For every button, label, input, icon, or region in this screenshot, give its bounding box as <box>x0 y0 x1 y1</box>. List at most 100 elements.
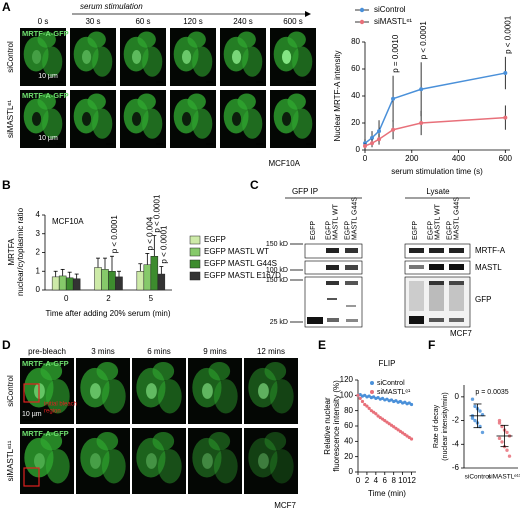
cell <box>37 93 56 110</box>
cell <box>152 431 175 451</box>
band-label: MASTL <box>475 263 502 272</box>
time-label: 60 s <box>135 17 150 26</box>
x-tick-label: siMASTLᵉ¹¹ <box>488 474 520 481</box>
x-tick-label: 2 <box>365 476 370 485</box>
point <box>419 87 424 92</box>
point <box>391 96 396 101</box>
time-label: 600 s <box>283 17 303 26</box>
point <box>407 435 411 440</box>
bar <box>150 256 159 291</box>
panel-label: D <box>2 338 11 352</box>
y-tick-label: -4 <box>452 439 460 448</box>
blot-header: Lysate <box>426 187 450 196</box>
nucleus <box>181 50 192 64</box>
nucleus <box>281 112 292 126</box>
cell <box>92 108 113 139</box>
panel-label: B <box>2 178 11 192</box>
y-axis-label: Rate of decay <box>433 404 440 448</box>
cell <box>208 431 231 451</box>
cell <box>237 31 256 48</box>
nucleus <box>81 112 92 126</box>
cell <box>137 93 156 110</box>
point <box>385 397 389 401</box>
bleach-label: region <box>44 409 61 415</box>
cell <box>45 449 70 484</box>
y-tick-label: 1 <box>36 266 41 275</box>
cell <box>269 449 294 484</box>
cell <box>287 31 306 48</box>
legend-marker <box>370 381 374 385</box>
nucleus <box>231 112 242 126</box>
y-tick-label: 20 <box>351 118 360 127</box>
row-label: siMASTLᵉ¹ <box>6 100 15 138</box>
point <box>383 419 387 423</box>
panel-label: A <box>2 0 11 14</box>
point <box>378 415 382 420</box>
scale-label: 10 µm <box>38 73 58 80</box>
y-tick-label: 100 <box>340 390 354 399</box>
x-tick-label: 200 <box>405 154 419 163</box>
point <box>407 401 411 405</box>
x-tick-label: 12 <box>407 476 416 485</box>
channel-label: MRTF-A-GFP <box>22 359 69 368</box>
lane-label: EGFP <box>446 221 453 240</box>
x-tick-label: 10 <box>398 476 407 485</box>
cell <box>157 449 182 484</box>
cell <box>192 108 213 139</box>
bar <box>108 271 116 291</box>
channel-label: MRTF-A-GFP <box>22 91 69 100</box>
legend-label: EGFP MASTL WT <box>204 247 269 256</box>
p-value: p < 0.0001 <box>152 194 161 233</box>
legend-swatch <box>189 247 201 257</box>
cell-line: MCF7 <box>274 501 296 510</box>
y-tick-label: 0 <box>36 285 41 294</box>
nucleus <box>202 383 213 399</box>
legend-swatch <box>189 235 201 245</box>
point <box>363 143 367 148</box>
nucleus <box>81 50 92 64</box>
y-axis-label: Relative nuclear <box>323 397 332 455</box>
cell <box>264 431 287 451</box>
bar <box>157 273 166 291</box>
nucleus <box>31 112 42 126</box>
micrograph <box>244 428 298 494</box>
scale-label: 10 µm <box>22 411 42 418</box>
point <box>370 135 375 140</box>
bar <box>58 275 67 291</box>
cell <box>269 379 294 414</box>
time-label: 3 mins <box>91 347 115 356</box>
cell <box>87 31 106 48</box>
nucleus <box>90 383 101 399</box>
cell-line: MCF10A <box>268 159 300 168</box>
cell <box>292 46 313 77</box>
point <box>403 400 407 404</box>
point <box>394 426 398 430</box>
lane-label: MASTL WT <box>332 203 339 240</box>
point <box>505 448 509 452</box>
legend-label: siControl <box>377 380 405 387</box>
time-label: 120 s <box>183 17 203 26</box>
row-label: siMASTLᵉ¹¹ <box>6 440 15 481</box>
legend-label: siControl <box>374 5 406 14</box>
cell <box>237 93 256 110</box>
legend-label: EGFP MASTL G44S <box>204 259 277 268</box>
cell <box>187 93 206 110</box>
bar <box>94 267 102 291</box>
lane-label: EGFP <box>412 221 419 240</box>
x-tick-label: 5 <box>149 294 154 303</box>
cell <box>292 108 313 139</box>
channel-label: MRTF-A-GFP <box>22 429 69 438</box>
cell <box>152 361 175 381</box>
nucleus <box>258 383 269 399</box>
cell <box>37 31 56 48</box>
cell <box>213 379 238 414</box>
point <box>387 422 391 426</box>
cell <box>137 31 156 48</box>
legend-label: EGFP MASTL E167D <box>204 271 281 280</box>
x-tick-label: 0 <box>356 476 361 485</box>
y-tick-label: 60 <box>351 64 360 73</box>
row-label: siControl <box>6 41 15 73</box>
point <box>374 412 378 416</box>
nucleus <box>146 453 157 469</box>
cell <box>142 46 163 77</box>
